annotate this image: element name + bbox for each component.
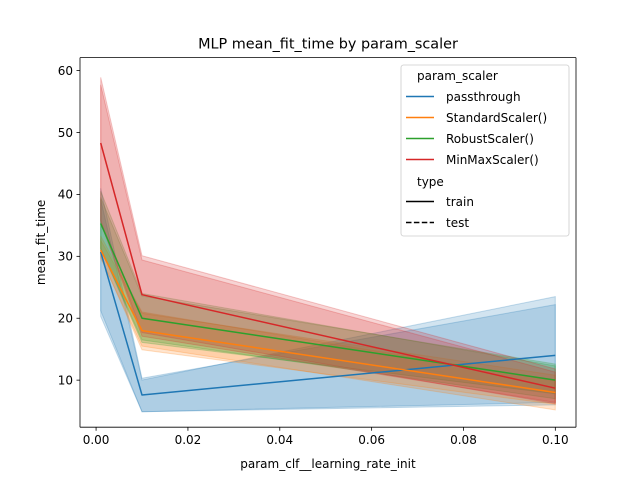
x-tick-label: 0.02 xyxy=(175,433,202,447)
y-tick-label: 10 xyxy=(58,373,73,387)
band-minmaxscaler-2 xyxy=(100,84,556,403)
legend-label-robustscaler: RobustScaler() xyxy=(446,132,534,146)
x-tick-label: 0.08 xyxy=(450,433,477,447)
legend-style-title: type xyxy=(417,175,444,189)
confidence-bands xyxy=(100,77,556,413)
legend-label-passthrough: passthrough xyxy=(446,90,521,104)
band-passthrough-1 xyxy=(100,188,556,413)
y-tick-label: 60 xyxy=(58,64,73,78)
y-tick-label: 50 xyxy=(58,126,73,140)
line-minmaxscaler xyxy=(99,142,556,389)
y-axis-label: mean_fit_time xyxy=(34,200,48,285)
legend-series-entries: passthrough StandardScaler() RobustScaler(… xyxy=(406,90,547,167)
y-tick-label: 30 xyxy=(58,250,73,264)
y-axis: 10 20 30 40 50 60 xyxy=(58,64,80,387)
legend-style-entries: train test xyxy=(406,195,474,230)
band-passthrough-2 xyxy=(100,199,556,413)
line-robustscaler xyxy=(100,223,556,381)
x-tick-label: 0.04 xyxy=(266,433,293,447)
legend-hue-title: param_scaler xyxy=(417,69,498,83)
chart-title: MLP mean_fit_time by param_scaler xyxy=(198,37,458,53)
y-tick-label: 20 xyxy=(58,312,73,326)
legend-label-train: train xyxy=(446,195,474,209)
legend-label-test: test xyxy=(446,216,469,230)
line-standardscaler xyxy=(100,249,556,394)
x-tick-label: 0.06 xyxy=(358,433,385,447)
y-tick-label: 40 xyxy=(58,188,73,202)
band-minmaxscaler-1 xyxy=(100,77,556,405)
x-axis-label: param_clf__learning_rate_init xyxy=(240,457,416,471)
legend-box xyxy=(400,64,570,237)
band-standardscaler-1 xyxy=(100,238,556,411)
legend-label-standardscaler: StandardScaler() xyxy=(446,111,547,125)
series-lines xyxy=(99,142,556,396)
x-tick-label: 0.00 xyxy=(83,433,110,447)
x-tick-label: 0.10 xyxy=(542,433,569,447)
x-axis: 0.00 0.02 0.04 0.06 0.08 0.10 xyxy=(83,427,569,447)
band-robustscaler-1 xyxy=(100,197,556,400)
axes-frame xyxy=(79,57,577,428)
legend: param_scaler passthrough StandardScaler()… xyxy=(400,64,570,237)
legend-label-minmaxscaler: MinMaxScaler() xyxy=(446,153,539,167)
line-passthrough xyxy=(99,251,556,396)
